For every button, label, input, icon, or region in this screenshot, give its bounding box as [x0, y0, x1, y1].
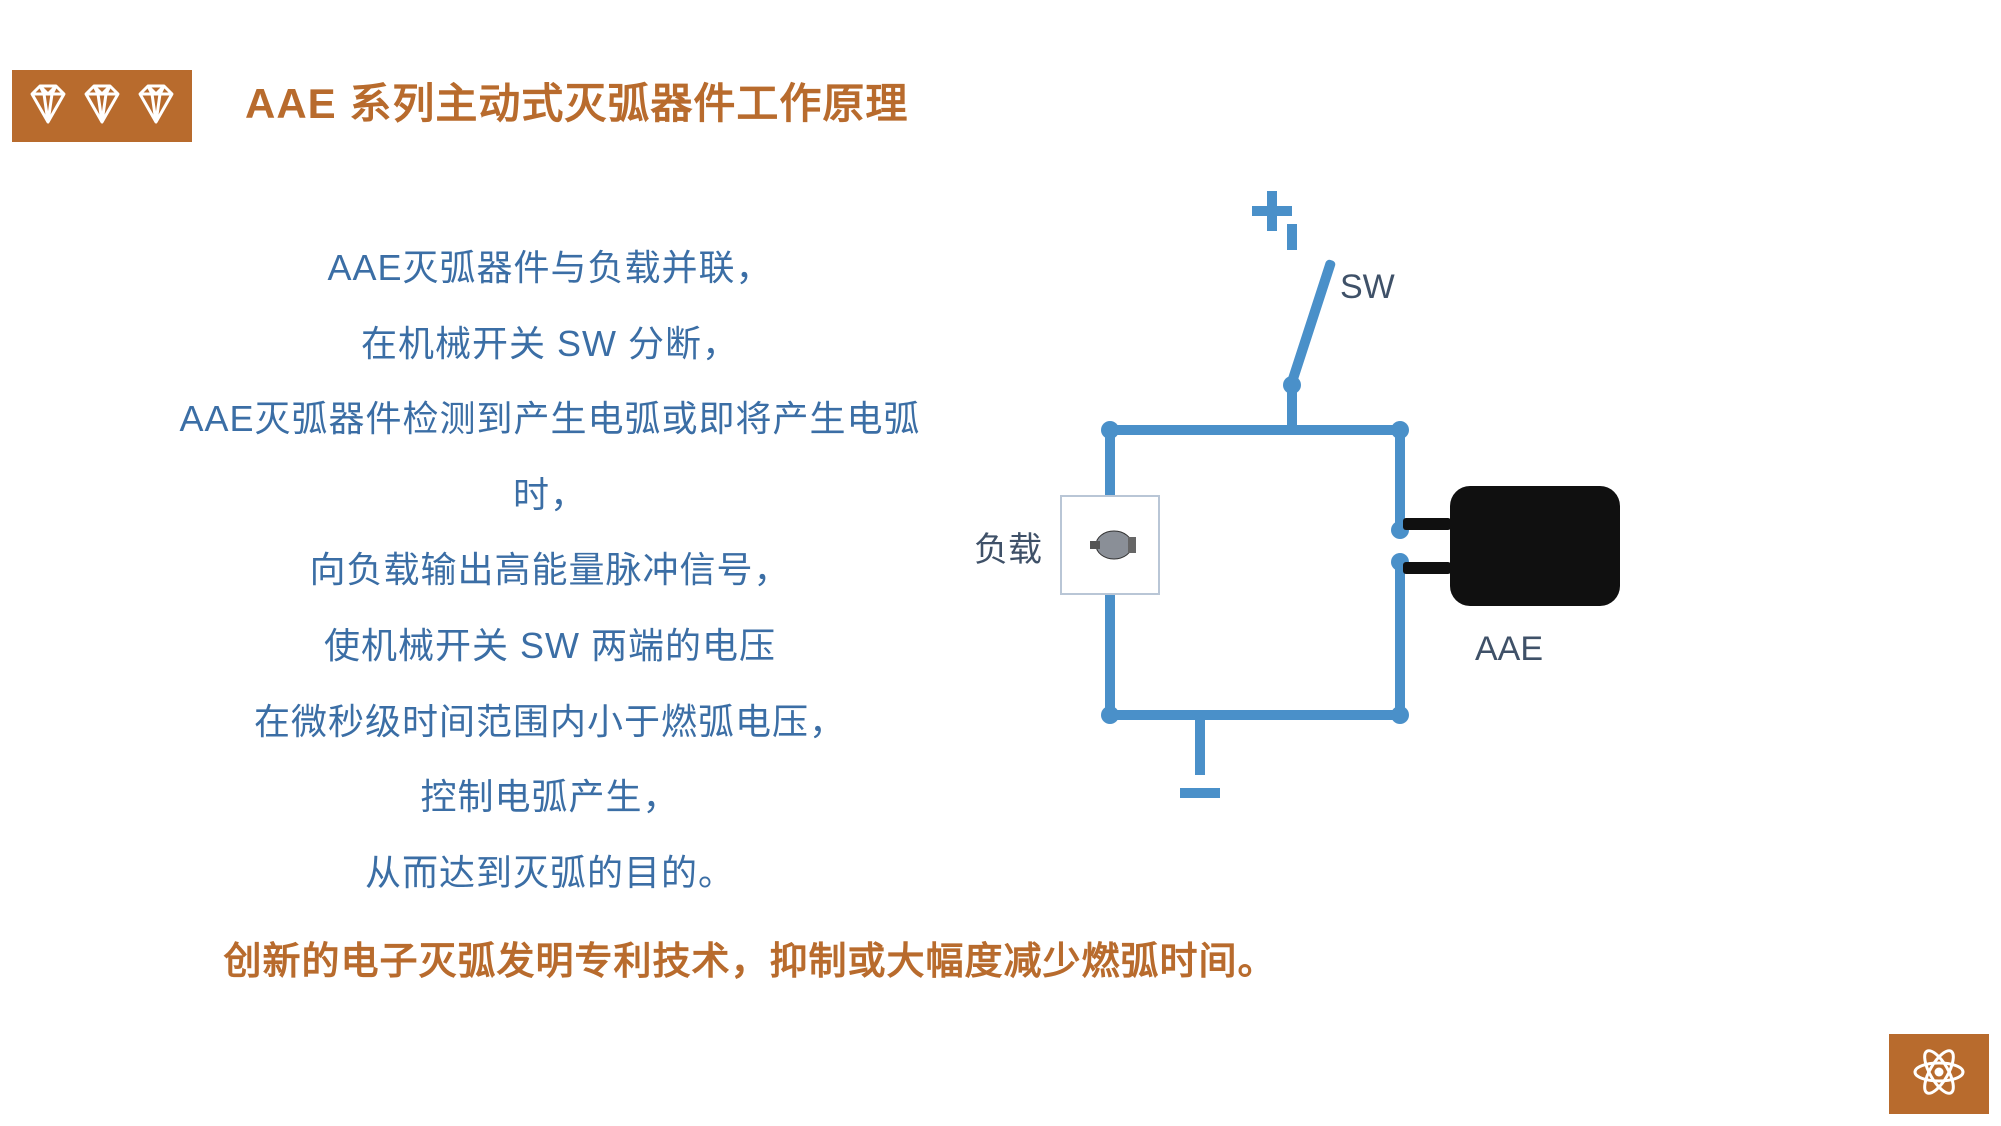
body-line: 在机械开关 SW 分断，	[150, 306, 950, 382]
header-badge	[12, 70, 192, 142]
body-line: 向负载输出高能量脉冲信号，	[150, 532, 950, 608]
body-line: 在微秒级时间范围内小于燃弧电压，	[150, 684, 950, 760]
motor-icon	[1080, 515, 1140, 575]
circuit-node	[1391, 706, 1409, 724]
body-text: AAE灭弧器件与负载并联， 在机械开关 SW 分断， AAE灭弧器件检测到产生电…	[150, 230, 950, 910]
footer-badge	[1889, 1034, 1989, 1114]
body-line: 控制电弧产生，	[150, 759, 950, 835]
aae-label: AAE	[1475, 630, 1543, 669]
plus-icon	[1267, 191, 1277, 231]
load-label: 负载	[974, 522, 1042, 571]
wire	[1105, 710, 1405, 720]
circuit-node	[1101, 706, 1119, 724]
wire	[1105, 425, 1405, 435]
minus-icon	[1180, 788, 1220, 798]
diamond-icon	[24, 80, 72, 133]
wire	[1195, 715, 1205, 775]
wire	[1395, 430, 1405, 530]
slide-title: AAE 系列主动式灭弧器件工作原理	[245, 70, 908, 131]
wire	[1287, 385, 1297, 430]
diamond-icon	[78, 80, 126, 133]
body-line: AAE灭弧器件与负载并联，	[150, 230, 950, 306]
slide: AAE 系列主动式灭弧器件工作原理 AAE灭弧器件与负载并联， 在机械开关 SW…	[0, 0, 2001, 1126]
body-line: AAE灭弧器件检测到产生电弧或即将产生电弧时，	[150, 381, 950, 532]
switch-arm	[1287, 259, 1336, 384]
body-line: 使机械开关 SW 两端的电压	[150, 608, 950, 684]
atom-icon	[1911, 1044, 1967, 1105]
wire	[1287, 224, 1297, 250]
wire	[1105, 595, 1115, 715]
wire	[1395, 562, 1405, 715]
aae-pin	[1403, 562, 1451, 574]
body-line: 从而达到灭弧的目的。	[150, 835, 950, 911]
wire	[1105, 430, 1115, 500]
aae-device	[1450, 486, 1620, 606]
aae-pin	[1403, 518, 1451, 530]
load-box	[1060, 495, 1160, 595]
switch-label: SW	[1340, 268, 1395, 307]
highlight-text: 创新的电子灭弧发明专利技术，抑制或大幅度减少燃弧时间。	[150, 930, 1350, 985]
circuit-diagram: SW 负载 AAE	[980, 190, 1620, 830]
diamond-icon	[132, 80, 180, 133]
